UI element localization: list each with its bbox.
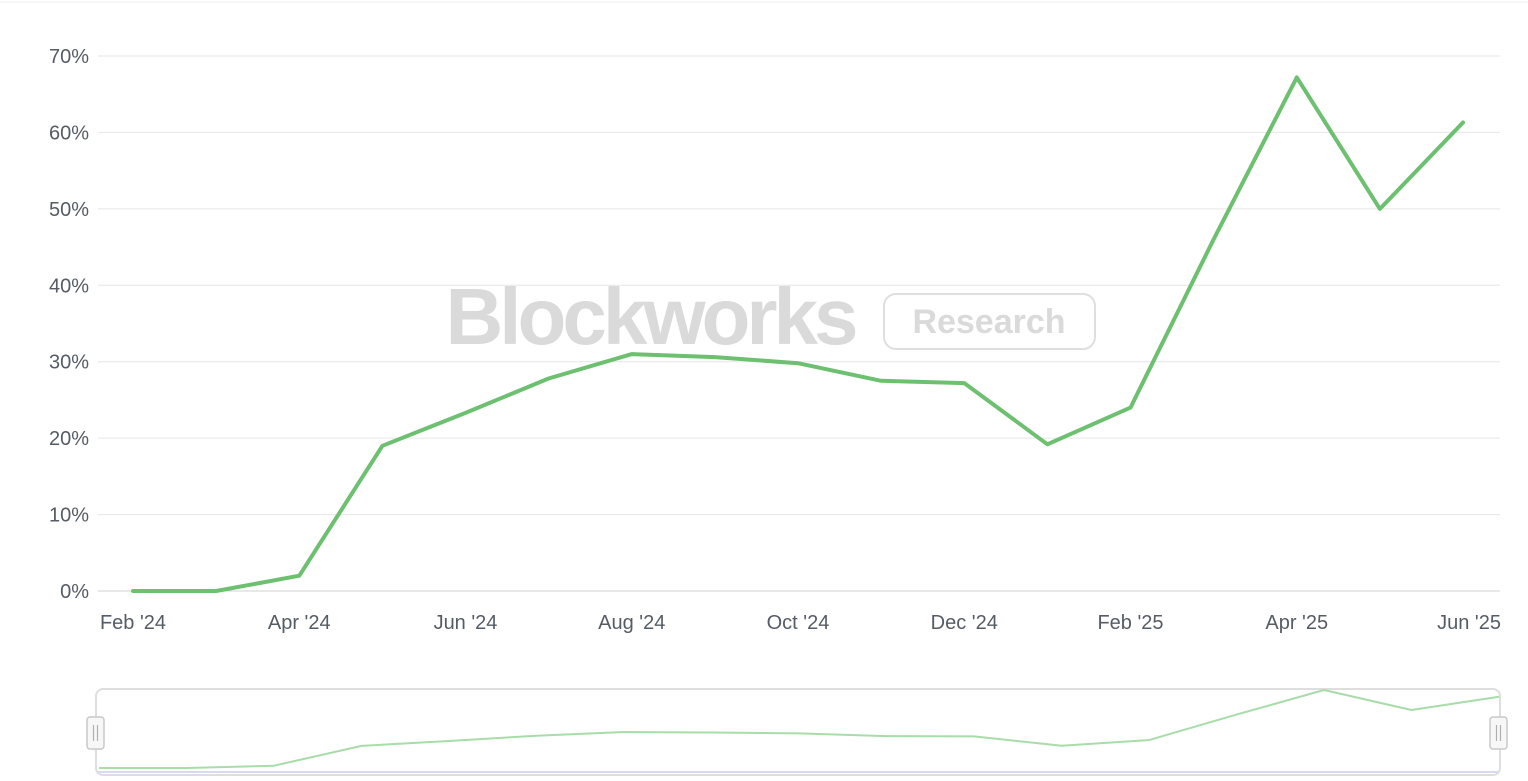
navigator-frame [95, 688, 1501, 776]
x-tick-label: Oct '24 [767, 612, 830, 634]
x-tick-label: Dec '24 [931, 612, 998, 634]
x-tick-label: Jun '24 [434, 612, 498, 634]
watermark: Blockworks Research [445, 272, 1096, 361]
x-tick-label: Feb '24 [100, 612, 166, 634]
y-tick-label: 30% [49, 352, 89, 374]
navigator[interactable] [86, 688, 1508, 776]
y-tick-label: 20% [49, 428, 89, 450]
x-axis-labels: Feb '24 Apr '24 Jun '24 Aug '24 Oct '24 Dec '… [100, 612, 1501, 634]
x-tick-label: Feb '25 [1097, 612, 1163, 634]
navigator-line [99, 689, 1500, 769]
grip-icon [92, 725, 99, 741]
navigator-right-handle[interactable] [1489, 716, 1508, 750]
navigator-series [99, 689, 1500, 769]
y-tick-label: 40% [49, 275, 89, 297]
watermark-brand: Blockworks [445, 272, 856, 361]
y-tick-label: 70% [49, 46, 89, 68]
series-main [131, 75, 1465, 593]
navigator-left-handle[interactable] [86, 716, 105, 750]
series-line [131, 75, 1465, 593]
x-tick-label: Aug '24 [598, 612, 665, 634]
watermark-badge-frame [883, 293, 1096, 350]
grip-icon [1495, 725, 1502, 741]
y-axis-labels: 0% 10% 20% 30% 40% 50% 60% 70% [49, 46, 89, 603]
x-tick-label: Apr '24 [268, 612, 331, 634]
y-tick-label: 0% [60, 581, 89, 603]
y-tick-label: 50% [49, 199, 89, 221]
y-tick-label: 10% [49, 505, 89, 527]
y-tick-label: 60% [49, 122, 89, 144]
x-tick-label: Jun '25 [1437, 612, 1501, 634]
watermark-badge: Research [912, 303, 1065, 341]
x-tick-label: Apr '25 [1265, 612, 1328, 634]
